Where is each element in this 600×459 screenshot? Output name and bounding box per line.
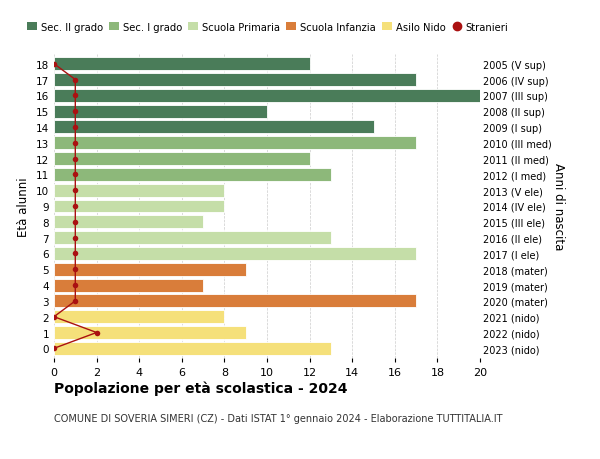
Point <box>71 297 80 305</box>
Legend: Sec. II grado, Sec. I grado, Scuola Primaria, Scuola Infanzia, Asilo Nido, Stran: Sec. II grado, Sec. I grado, Scuola Prim… <box>25 21 511 35</box>
Point <box>71 250 80 257</box>
Bar <box>54 342 331 355</box>
Point <box>49 61 59 68</box>
Bar <box>54 90 480 102</box>
Point <box>71 203 80 210</box>
Point <box>92 329 101 336</box>
Bar <box>54 74 416 87</box>
Bar <box>54 168 331 181</box>
Bar <box>54 247 416 260</box>
Point <box>71 108 80 116</box>
Point <box>71 235 80 242</box>
Point <box>71 187 80 195</box>
Bar <box>54 58 310 71</box>
Point <box>71 140 80 147</box>
Bar <box>54 200 224 213</box>
Text: Popolazione per età scolastica - 2024: Popolazione per età scolastica - 2024 <box>54 381 347 396</box>
Point <box>71 266 80 274</box>
Bar <box>54 153 310 166</box>
Text: COMUNE DI SOVERIA SIMERI (CZ) - Dati ISTAT 1° gennaio 2024 - Elaborazione TUTTIT: COMUNE DI SOVERIA SIMERI (CZ) - Dati IST… <box>54 413 503 423</box>
Bar <box>54 326 246 339</box>
Point <box>71 218 80 226</box>
Bar <box>54 137 416 150</box>
Bar <box>54 106 267 118</box>
Y-axis label: Età alunni: Età alunni <box>17 177 31 236</box>
Point <box>71 171 80 179</box>
Bar <box>54 279 203 292</box>
Point <box>71 156 80 163</box>
Point <box>49 345 59 352</box>
Bar <box>54 216 203 229</box>
Point <box>71 77 80 84</box>
Bar <box>54 185 224 197</box>
Point <box>71 282 80 289</box>
Bar <box>54 121 373 134</box>
Point <box>49 313 59 321</box>
Bar <box>54 263 246 276</box>
Bar <box>54 311 224 324</box>
Point <box>71 124 80 131</box>
Point <box>71 92 80 100</box>
Y-axis label: Anni di nascita: Anni di nascita <box>553 163 565 250</box>
Bar <box>54 295 416 308</box>
Bar <box>54 232 331 245</box>
